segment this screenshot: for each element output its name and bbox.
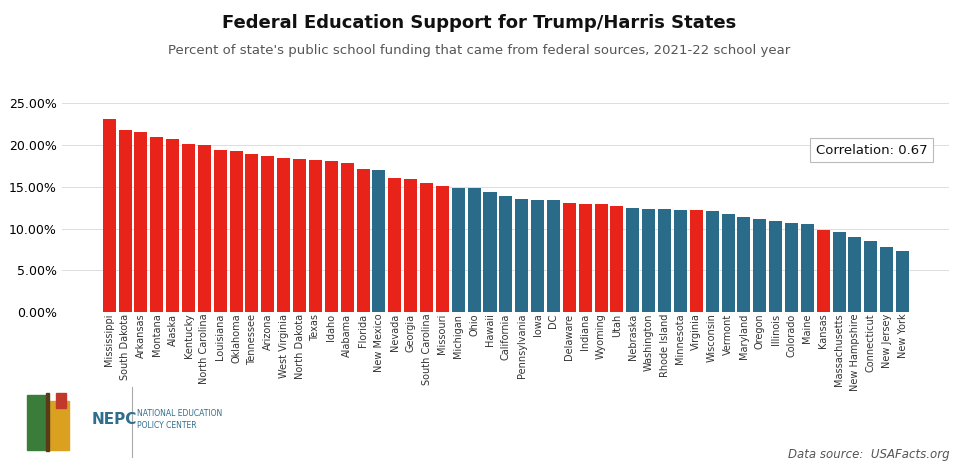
Bar <box>103 119 116 312</box>
Bar <box>277 158 291 312</box>
Polygon shape <box>27 395 48 450</box>
Bar <box>420 184 433 312</box>
Bar <box>864 241 877 312</box>
Bar <box>531 200 544 312</box>
Bar <box>229 151 243 312</box>
Bar <box>832 232 846 312</box>
Bar <box>436 186 449 312</box>
Bar <box>801 225 814 312</box>
Text: Percent of state's public school funding that came from federal sources, 2021-22: Percent of state's public school funding… <box>169 44 790 57</box>
Bar <box>134 132 148 312</box>
Text: Data source:  USAFacts.org: Data source: USAFacts.org <box>787 448 949 461</box>
Polygon shape <box>56 393 66 408</box>
Bar <box>849 237 861 312</box>
Polygon shape <box>48 401 69 450</box>
Bar <box>880 247 893 312</box>
Bar <box>372 170 386 312</box>
Bar <box>262 156 274 312</box>
Bar <box>563 203 575 312</box>
Bar <box>388 178 401 312</box>
Bar <box>643 209 655 312</box>
Bar <box>340 163 354 312</box>
Bar <box>198 145 211 312</box>
Bar <box>547 200 560 312</box>
Bar <box>309 160 322 312</box>
Bar <box>214 150 226 312</box>
Bar <box>578 204 592 312</box>
Bar <box>357 169 369 312</box>
Polygon shape <box>46 393 49 452</box>
Bar <box>151 137 163 312</box>
Bar <box>753 219 766 312</box>
Text: Correlation: 0.67: Correlation: 0.67 <box>815 144 927 157</box>
Bar <box>500 196 512 312</box>
Bar <box>468 189 480 312</box>
Bar <box>452 188 465 312</box>
Bar <box>706 211 718 312</box>
Bar <box>690 210 703 312</box>
Text: NATIONAL EDUCATION
POLICY CENTER: NATIONAL EDUCATION POLICY CENTER <box>137 409 222 430</box>
Bar <box>483 192 497 312</box>
Bar <box>737 217 750 312</box>
Bar <box>769 221 783 312</box>
Bar <box>293 159 306 312</box>
Bar <box>325 161 338 312</box>
Bar <box>119 130 131 312</box>
Bar <box>515 199 528 312</box>
Bar <box>611 206 623 312</box>
Bar <box>595 205 608 312</box>
Bar <box>246 154 259 312</box>
Bar <box>182 144 195 312</box>
Bar <box>785 223 798 312</box>
Text: NEPC: NEPC <box>92 412 137 427</box>
Bar <box>626 208 640 312</box>
Bar <box>166 139 179 312</box>
Text: Federal Education Support for Trump/Harris States: Federal Education Support for Trump/Harr… <box>222 14 737 32</box>
Bar <box>658 209 671 312</box>
Bar <box>896 251 909 312</box>
Bar <box>817 230 830 312</box>
Bar <box>404 179 417 312</box>
Bar <box>674 210 687 312</box>
Bar <box>721 214 735 312</box>
